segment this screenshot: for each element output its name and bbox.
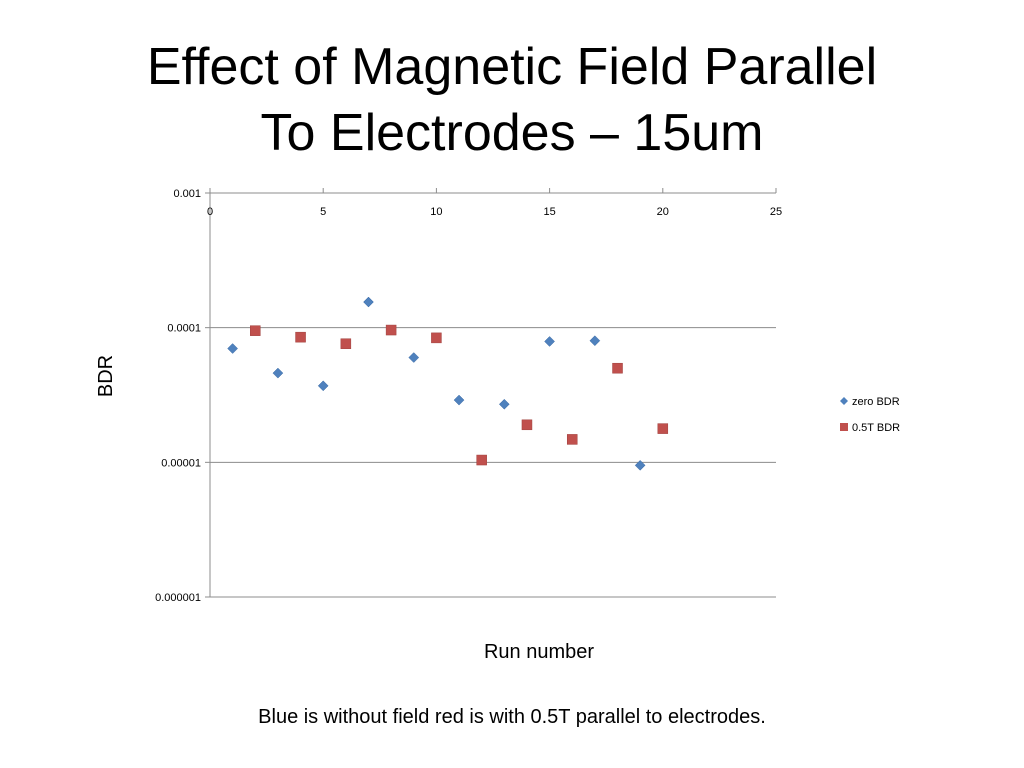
legend-marker-0 <box>840 397 848 405</box>
point-series-0-2 <box>317 380 329 392</box>
slide-title: Effect of Magnetic Field Parallel To Ele… <box>62 34 962 166</box>
gridlines <box>210 192 776 598</box>
point-series-1-2 <box>340 338 352 349</box>
point-series-1-1 <box>295 331 306 343</box>
y-tick-label-2: 0.00001 <box>161 457 201 469</box>
point-series-1-6 <box>521 419 533 431</box>
y-tick-label-1: 0.0001 <box>167 323 201 335</box>
x-tick-label-1: 5 <box>320 206 326 218</box>
x-tick-label-4: 20 <box>657 206 669 218</box>
slide-caption: Blue is without field red is with 0.5T p… <box>258 706 766 728</box>
legend-label-0: zero BDR <box>852 396 900 408</box>
point-series-0-9 <box>634 459 646 471</box>
x-tick-label-3: 15 <box>543 206 555 218</box>
point-series-0-1 <box>272 367 284 379</box>
slide-title-line-2: To Electrodes – 15um <box>260 104 764 162</box>
point-series-1-4 <box>431 332 442 344</box>
axes <box>205 188 777 598</box>
point-series-1-8 <box>612 362 623 374</box>
point-series-0-3 <box>363 296 374 308</box>
x-tick-label-5: 25 <box>770 206 782 218</box>
legend-label-1: 0.5T BDR <box>852 422 900 434</box>
point-series-1-3 <box>385 324 397 336</box>
point-series-1-7 <box>566 434 578 445</box>
point-series-0-5 <box>453 394 465 406</box>
tick-labels: 0.001 0.0001 0.00001 0.000001 0 5 10 15 20 25 <box>155 188 782 604</box>
x-tick-label-0: 0 <box>207 206 213 218</box>
point-series-0-6 <box>498 398 510 410</box>
point-series-1-9 <box>657 423 669 434</box>
legend: zero BDR 0.5T BDR <box>840 396 900 434</box>
slide-title-line-1: Effect of Magnetic Field Parallel <box>146 38 878 96</box>
point-series-0-0 <box>227 343 238 354</box>
legend-marker-1 <box>840 423 848 431</box>
x-tick-label-2: 10 <box>430 206 442 218</box>
point-series-0-7 <box>544 336 555 347</box>
point-series-0-4 <box>408 352 420 363</box>
x-axis-title: Run number <box>484 641 594 663</box>
point-series-1-5 <box>476 454 487 466</box>
y-tick-label-3: 0.000001 <box>155 592 201 604</box>
point-series-0-8 <box>589 335 601 347</box>
point-series-1-0 <box>250 325 261 336</box>
y-axis-title: BDR <box>95 355 117 397</box>
y-tick-label-0: 0.001 <box>173 188 201 200</box>
data-points <box>227 296 669 471</box>
